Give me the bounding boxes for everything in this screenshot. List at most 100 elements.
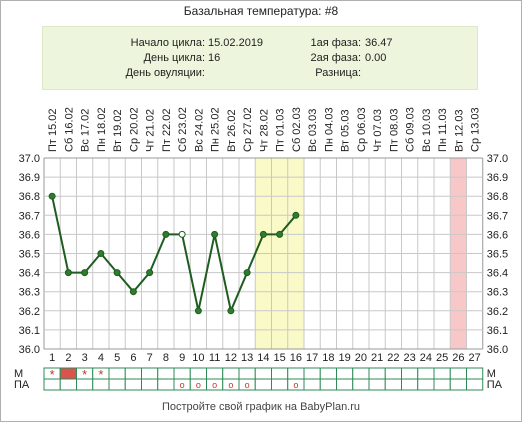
y-tick-label: 36.4 [19, 268, 40, 280]
date-label: Пт 08.03 [388, 108, 400, 152]
pa-row-cell [141, 378, 159, 391]
m-row-cell [352, 367, 370, 380]
cycle-day-value: 16 [208, 52, 221, 64]
y-tick-label: 36.8 [19, 191, 40, 203]
m-row-cell [449, 367, 467, 380]
y-tick-label: 36.2 [487, 306, 508, 318]
m-row-cell [319, 367, 337, 380]
pa-row-cell [254, 378, 272, 391]
m-row-label: M [14, 368, 23, 380]
m-row-cell [254, 367, 272, 380]
pa-row-cell [124, 378, 142, 391]
pa-row-cell [336, 378, 354, 391]
pa-row-cell [352, 378, 370, 391]
date-label: Ср 06.03 [356, 107, 368, 152]
day-number: 15 [274, 352, 286, 364]
pa-row-cell [271, 378, 289, 391]
day-number: 7 [147, 352, 153, 364]
m-row-cell [141, 367, 159, 380]
date-label: Сб 09.03 [405, 107, 417, 152]
y-tick-label: 36.5 [487, 249, 508, 261]
spotting-star-mark: * [98, 367, 103, 382]
date-label: Пн 18.02 [96, 107, 108, 152]
pa-row-label: ПА [487, 379, 503, 391]
temperature-point [211, 230, 219, 238]
pa-row-cell [466, 378, 484, 391]
m-row-cell [108, 367, 126, 380]
day-number: 22 [387, 352, 399, 364]
footer-link[interactable]: Постройте свой график на BabyPlan.ru [161, 401, 361, 413]
date-label: Ср 13.03 [470, 107, 482, 152]
cycle-info-panel: Начало цикла: 15.02.2019 День цикла: 16 … [42, 26, 478, 90]
day-number: 1 [49, 352, 55, 364]
pa-circle-mark: o [245, 380, 250, 390]
day-number: 8 [163, 352, 169, 364]
m-row-cell [433, 367, 451, 380]
day-number: 11 [209, 352, 220, 364]
chart-title: Базальная температура: #8 [183, 4, 339, 18]
m-row-cell [222, 367, 240, 380]
m-row-cell [287, 367, 305, 380]
pa-row-cell [368, 378, 386, 391]
m-row-cell [466, 367, 484, 380]
pa-circle-mark: o [180, 380, 185, 390]
pa-row-cell [449, 378, 467, 391]
y-tick-label: 36.2 [19, 306, 40, 318]
m-row-cell [368, 367, 386, 380]
m-row-cell [173, 367, 191, 380]
day-number: 3 [82, 352, 88, 364]
pa-circle-mark: o [196, 380, 201, 390]
y-tick-label: 37.0 [19, 153, 40, 165]
day-number: 20 [355, 352, 367, 364]
y-tick-label: 36.0 [19, 344, 40, 356]
temperature-point [48, 192, 56, 200]
ovulation-day-label: День овуляции: [125, 67, 205, 79]
phase2-label: 2ая фаза: [310, 52, 361, 64]
difference-label: Разница: [315, 67, 361, 79]
temperature-point [243, 269, 251, 277]
cycle-start-label: Начало цикла: [130, 37, 205, 49]
m-row-cell [384, 367, 402, 380]
y-tick-label: 36.9 [19, 172, 40, 184]
date-label: Пн 11.03 [437, 108, 449, 152]
date-label: Вс 17.02 [80, 109, 92, 152]
pa-row-cell [384, 378, 402, 391]
y-tick-label: 36.8 [487, 191, 508, 203]
day-number: 17 [306, 352, 318, 364]
y-tick-label: 36.4 [487, 268, 508, 280]
y-tick-label: 36.7 [19, 210, 40, 222]
y-tick-label: 36.1 [487, 325, 508, 337]
day-number: 23 [404, 352, 416, 364]
day-number: 13 [241, 352, 253, 364]
m-row-cell [271, 367, 289, 380]
date-label: Вс 03.03 [307, 109, 319, 152]
y-tick-label: 36.0 [487, 344, 508, 356]
date-label: Сб 23.02 [177, 107, 189, 152]
day-number: 14 [257, 352, 269, 364]
phase2-value: 0.00 [365, 52, 387, 64]
temperature-point [227, 307, 235, 315]
day-number: 25 [436, 352, 448, 364]
date-label: Вт 19.02 [112, 109, 124, 152]
day-number: 21 [371, 352, 383, 364]
phase1-label: 1ая фаза: [310, 37, 361, 49]
y-tick-label: 36.6 [19, 229, 40, 241]
pa-circle-mark: o [228, 380, 233, 390]
m-row-cell [303, 367, 321, 380]
m-row-cell [124, 367, 142, 380]
m-row-cell [401, 367, 419, 380]
date-label: Пт 01.03 [275, 108, 287, 152]
m-row-cell [238, 367, 256, 380]
date-label: Пт 15.02 [47, 108, 59, 152]
y-tick-label: 36.3 [19, 287, 40, 299]
menstruation-cell [59, 367, 77, 380]
date-label: Чт 28.02 [258, 109, 270, 152]
day-number: 26 [452, 352, 464, 364]
y-tick-label: 36.6 [487, 229, 508, 241]
m-row-cell [336, 367, 354, 380]
m-row-cell [189, 367, 207, 380]
date-label: Вс 10.03 [421, 109, 433, 152]
date-label: Пн 04.03 [323, 107, 335, 152]
temperature-point [162, 230, 170, 238]
temperature-line [51, 195, 297, 315]
